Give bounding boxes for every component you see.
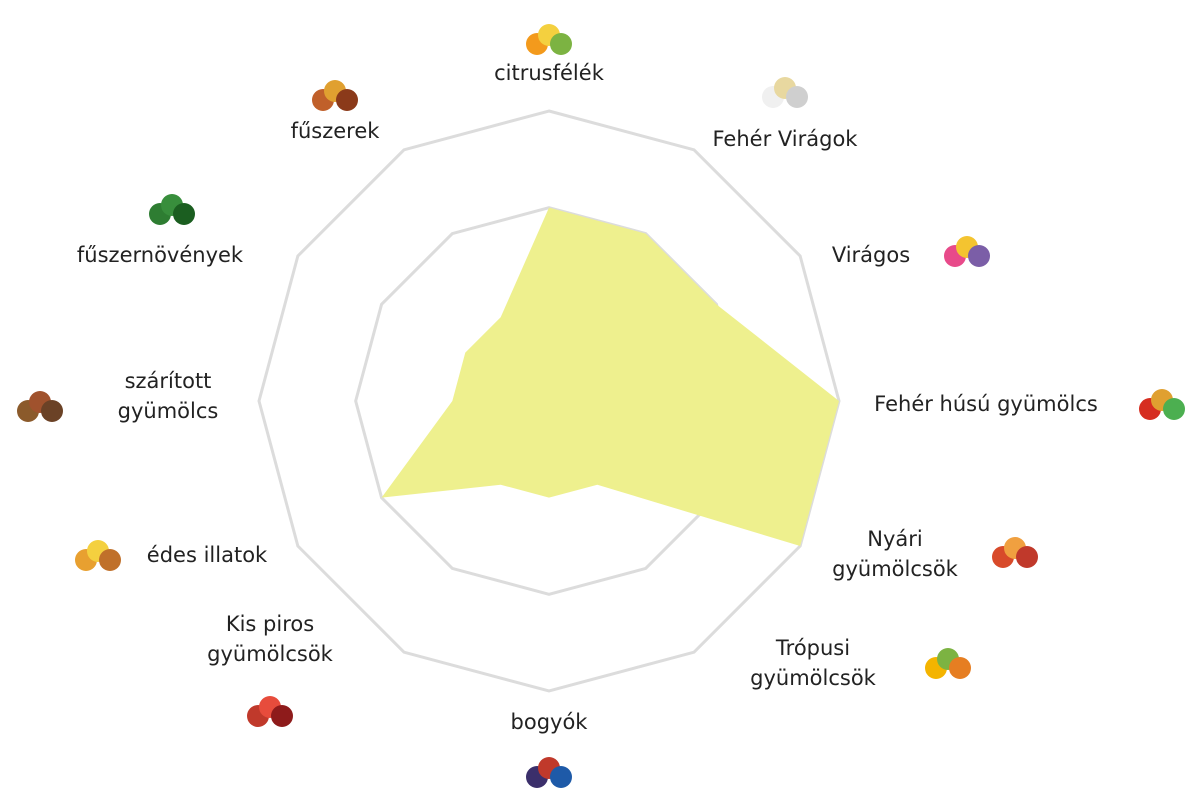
icon-part	[1163, 398, 1185, 420]
icon-part	[550, 33, 572, 55]
category-label: édes illatok	[147, 543, 268, 567]
category-icon	[526, 757, 572, 788]
icon-part	[550, 766, 572, 788]
category-icon	[992, 537, 1038, 568]
category-label: gyümölcs	[118, 399, 219, 423]
category-label: Fehér húsú gyümölcs	[874, 392, 1098, 416]
category-label: Fehér Virágok	[713, 127, 859, 151]
category-label: fűszernövények	[77, 243, 244, 267]
category-icon	[526, 24, 572, 55]
category-icon	[17, 391, 63, 422]
category-icon	[247, 696, 293, 727]
category-icon	[762, 77, 808, 108]
category-label: citrusfélék	[494, 61, 605, 85]
icon-part	[336, 89, 358, 111]
icon-part	[968, 245, 990, 267]
icon-part	[786, 86, 808, 108]
category-label: szárított	[125, 369, 212, 393]
category-label: Virágos	[832, 243, 910, 267]
icon-part	[99, 549, 121, 571]
category-label: Kis piros	[226, 612, 314, 636]
category-label: bogyók	[511, 710, 589, 734]
chart: citrusfélék Fehér Virágok Virágos Fehér hús…	[0, 0, 1196, 796]
category-label: Nyári	[867, 527, 922, 551]
icon-part	[949, 657, 971, 679]
icon-part	[173, 203, 195, 225]
category-icon	[925, 648, 971, 679]
category-icon	[149, 194, 195, 225]
category-label: fűszerek	[291, 119, 381, 143]
category-label: Trópusi	[775, 636, 850, 660]
icon-part	[271, 705, 293, 727]
category-icon	[944, 236, 990, 267]
category-label: gyümölcsök	[207, 642, 334, 666]
category-icon	[1139, 389, 1185, 420]
category-label: gyümölcsök	[832, 557, 959, 581]
category-label: gyümölcsök	[750, 666, 877, 690]
icon-part	[1016, 546, 1038, 568]
icon-part	[41, 400, 63, 422]
radar-area	[382, 208, 839, 546]
category-icon	[312, 80, 358, 111]
category-icon	[75, 540, 121, 571]
